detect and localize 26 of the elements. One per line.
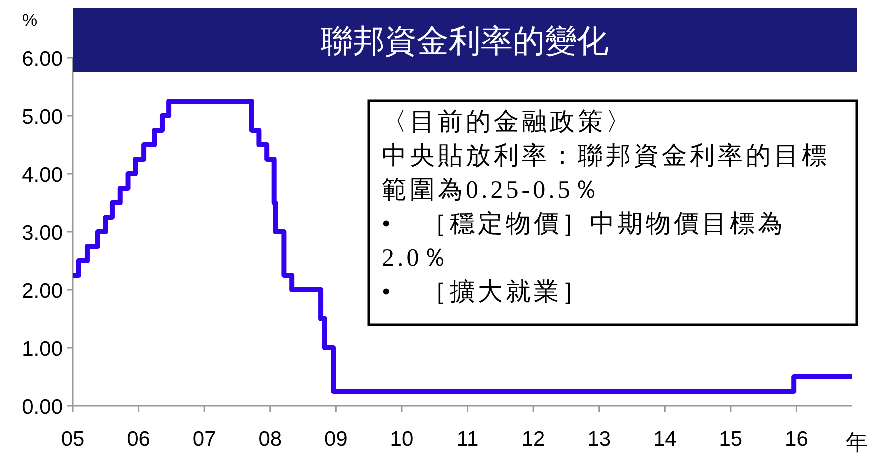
annotation: • ［穩定物價］中期物價目標為2.0％ [382, 210, 787, 274]
x-tick-label: 11 [456, 428, 479, 451]
x-tick-label: 13 [588, 428, 612, 451]
annotation: 〈目前的金融政策〉 [382, 108, 635, 138]
x-tick-label: 09 [324, 428, 348, 451]
annotation: 中央貼放利率：聯邦資金利率的目標範圍為0.25-0.5％ [382, 142, 831, 206]
y-tick-label: 1.00 [22, 338, 63, 361]
y-tick-label: 4.00 [22, 164, 63, 187]
x-tick-label: 08 [258, 428, 282, 451]
annotation: • ［擴大就業］ [382, 278, 591, 308]
y-tick-label: 5.00 [22, 106, 63, 129]
x-tick-label: 06 [127, 428, 150, 451]
x-tick-label: 07 [192, 428, 216, 451]
x-tick-label: 16 [785, 428, 808, 451]
chart-title: 聯邦資金利率的變化 [321, 23, 609, 59]
x-tick-label: 14 [653, 428, 678, 451]
x-tick-label: 12 [522, 428, 546, 451]
y-tick-label: 3.00 [22, 222, 63, 245]
x-tick-label: 05 [61, 428, 85, 451]
y-axis-title: % [22, 11, 38, 30]
y-tick-label: 0.00 [22, 396, 63, 419]
y-tick-label: 6.00 [22, 48, 63, 71]
x-tick-label: 15 [719, 428, 743, 451]
x-axis-title: 年 [846, 430, 868, 455]
y-tick-label: 2.00 [22, 280, 63, 303]
x-tick-label: 10 [390, 428, 414, 451]
